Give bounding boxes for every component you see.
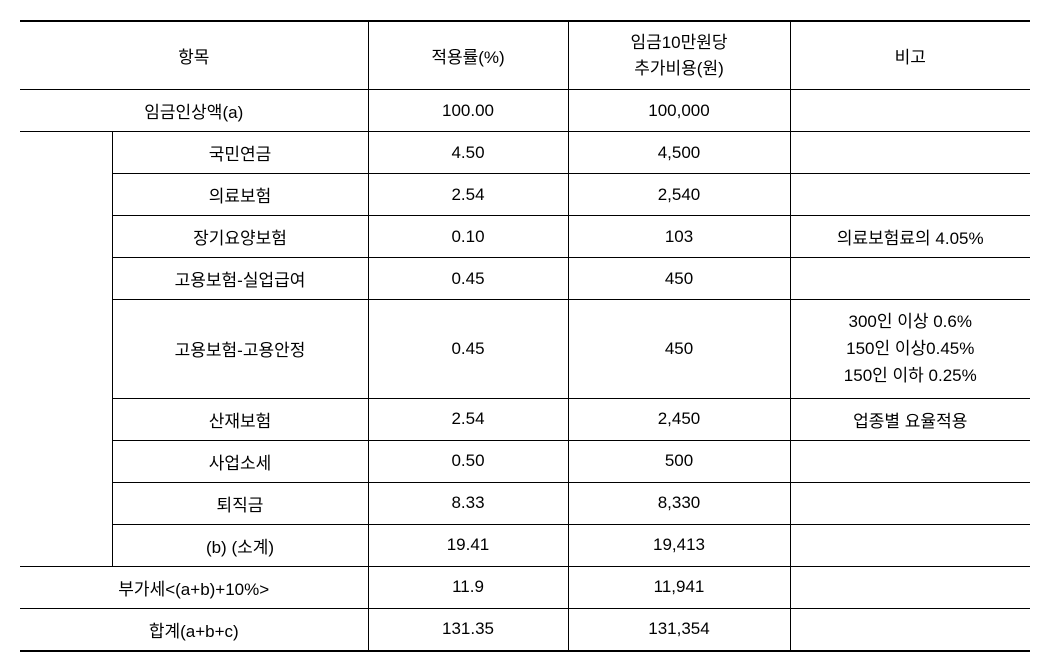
cell-rate: 0.50 [368, 440, 568, 482]
cell-rate: 2.54 [368, 398, 568, 440]
cell-amount: 11,941 [568, 566, 790, 608]
cell-label: 의료보험 [112, 174, 368, 216]
cell-note [790, 608, 1030, 651]
cell-rate: 131.35 [368, 608, 568, 651]
table-row: 합계(a+b+c) 131.35 131,354 [20, 608, 1030, 651]
header-row: 항목 적용률(%) 임금10만원당 추가비용(원) 비고 [20, 21, 1030, 90]
cell-rate: 11.9 [368, 566, 568, 608]
cell-rate: 4.50 [368, 132, 568, 174]
cell-rate: 8.33 [368, 482, 568, 524]
header-note: 비고 [790, 21, 1030, 90]
cell-note [790, 132, 1030, 174]
cell-note [790, 440, 1030, 482]
cell-rate: 0.45 [368, 258, 568, 300]
cell-amount: 100,000 [568, 90, 790, 132]
table-row: 고용보험-실업급여 0.45 450 [20, 258, 1030, 300]
cost-table: 항목 적용률(%) 임금10만원당 추가비용(원) 비고 임금인상액(a) 10… [20, 20, 1030, 652]
cell-note [790, 90, 1030, 132]
cell-amount: 2,540 [568, 174, 790, 216]
cell-label: 합계(a+b+c) [20, 608, 368, 651]
cell-label: 국민연금 [112, 132, 368, 174]
table-row: (b) (소계) 19.41 19,413 [20, 524, 1030, 566]
cell-label: 고용보험-고용안정 [112, 300, 368, 399]
header-amount-line2: 추가비용(원) [634, 59, 724, 78]
table-row: 국민연금 4.50 4,500 [20, 132, 1030, 174]
cell-amount: 19,413 [568, 524, 790, 566]
table-row: 의료보험 2.54 2,540 [20, 174, 1030, 216]
cell-rate: 0.45 [368, 300, 568, 399]
cell-label: 부가세<(a+b)+10%> [20, 566, 368, 608]
cell-note: 업종별 요율적용 [790, 398, 1030, 440]
cell-label: 고용보험-실업급여 [112, 258, 368, 300]
table-row: 산재보험 2.54 2,450 업종별 요율적용 [20, 398, 1030, 440]
cell-note: 300인 이상 0.6% 150인 이상0.45% 150인 이하 0.25% [790, 300, 1030, 399]
cell-amount: 450 [568, 258, 790, 300]
cell-rate: 19.41 [368, 524, 568, 566]
cell-amount: 131,354 [568, 608, 790, 651]
cell-note [790, 482, 1030, 524]
table-row: 사업소세 0.50 500 [20, 440, 1030, 482]
cell-label: (b) (소계) [112, 524, 368, 566]
table-row: 장기요양보험 0.10 103 의료보험료의 4.05% [20, 216, 1030, 258]
cell-amount: 500 [568, 440, 790, 482]
header-item: 항목 [20, 21, 368, 90]
table-row: 부가세<(a+b)+10%> 11.9 11,941 [20, 566, 1030, 608]
cell-note [790, 174, 1030, 216]
header-rate: 적용률(%) [368, 21, 568, 90]
cell-note [790, 258, 1030, 300]
note-line: 150인 이하 0.25% [844, 366, 977, 385]
cell-note [790, 524, 1030, 566]
cell-label: 임금인상액(a) [20, 90, 368, 132]
table-row: 고용보험-고용안정 0.45 450 300인 이상 0.6% 150인 이상0… [20, 300, 1030, 399]
cell-label: 산재보험 [112, 398, 368, 440]
cell-note: 의료보험료의 4.05% [790, 216, 1030, 258]
note-line: 150인 이상0.45% [846, 339, 974, 358]
table-row: 퇴직금 8.33 8,330 [20, 482, 1030, 524]
cell-amount: 2,450 [568, 398, 790, 440]
note-line: 300인 이상 0.6% [849, 312, 972, 331]
cell-amount: 4,500 [568, 132, 790, 174]
table-row: 임금인상액(a) 100.00 100,000 [20, 90, 1030, 132]
header-amount-line1: 임금10만원당 [630, 33, 727, 52]
cell-amount: 103 [568, 216, 790, 258]
cell-stub [20, 132, 112, 567]
cell-rate: 0.10 [368, 216, 568, 258]
cell-note [790, 566, 1030, 608]
cell-rate: 100.00 [368, 90, 568, 132]
cell-rate: 2.54 [368, 174, 568, 216]
header-amount: 임금10만원당 추가비용(원) [568, 21, 790, 90]
cell-amount: 450 [568, 300, 790, 399]
cell-label: 퇴직금 [112, 482, 368, 524]
cell-amount: 8,330 [568, 482, 790, 524]
cell-label: 장기요양보험 [112, 216, 368, 258]
cell-label: 사업소세 [112, 440, 368, 482]
